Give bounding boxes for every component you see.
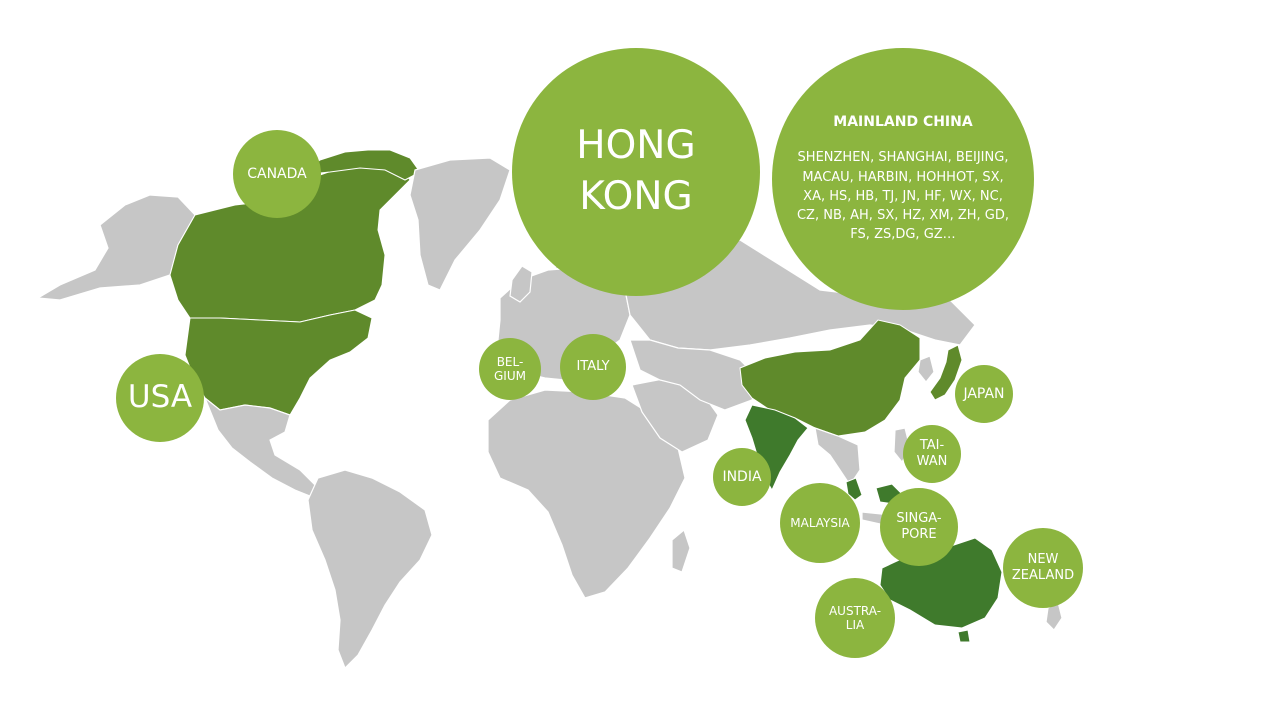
- japan-bubble: JAPAN: [955, 365, 1013, 423]
- alaska-shape: [36, 194, 196, 301]
- india-label: INDIA: [722, 468, 762, 485]
- japan-shape: [929, 344, 963, 401]
- taiwan-bubble: TAI- WAN: [903, 425, 961, 483]
- singapore-label-line-1: SINGA-: [896, 511, 942, 527]
- india-bubble: INDIA: [713, 448, 771, 506]
- belgium-label-line-1: BEL-: [496, 354, 524, 369]
- uk-shape: [509, 265, 533, 303]
- india-shape: [744, 404, 809, 492]
- greenland-shape: [409, 157, 511, 291]
- malaysia-bubble: MALAYSIA: [780, 483, 860, 563]
- singapore-bubble: SINGA- PORE: [880, 488, 958, 566]
- central-asia-shape: [629, 339, 761, 411]
- southeast-asia-shape: [814, 427, 861, 487]
- usa-bubble: USA: [116, 354, 204, 442]
- usa-label: USA: [127, 379, 193, 416]
- malaysia-shape: [845, 477, 863, 501]
- italy-bubble: ITALY: [560, 334, 626, 400]
- korea-shape: [917, 355, 935, 383]
- taiwan-label-line-2: WAN: [916, 454, 948, 469]
- hong-kong-label-line-2: KONG: [579, 174, 693, 219]
- malaysia-label: MALAYSIA: [790, 515, 850, 530]
- belgium-label-line-2: GIUM: [494, 369, 526, 383]
- tasmania-shape: [957, 629, 971, 643]
- madagascar-shape: [671, 528, 691, 573]
- canada-label: CANADA: [247, 165, 307, 182]
- arctic-islands-shape: [298, 149, 421, 181]
- usa-shape: [184, 309, 373, 416]
- canada-bubble: CANADA: [233, 130, 321, 218]
- mainland-china-cities: SHENZHEN, SHANGHAI, BEIJING, MACAU, HARB…: [796, 150, 1009, 243]
- belgium-bubble: BEL- GIUM: [479, 338, 541, 400]
- new-zealand-label-line-1: NEW: [1027, 552, 1059, 568]
- japan-label: JAPAN: [963, 385, 1005, 402]
- new-zealand-bubble: NEW ZEALAND: [1003, 528, 1083, 608]
- australia-label-line-1: AUSTRA-: [828, 603, 882, 618]
- taiwan-label-line-1: TAI-: [919, 438, 945, 454]
- australia-bubble: AUSTRA- LIA: [815, 578, 895, 658]
- singapore-label-line-2: PORE: [901, 527, 937, 542]
- mexico-shape: [203, 396, 319, 499]
- mainland-china-title: MAINLAND CHINA: [833, 113, 973, 130]
- hong-kong-label-line-1: HONG: [576, 123, 696, 169]
- mainland-china-bubble: MAINLAND CHINA SHENZHEN, SHANGHAI, BEIJI…: [772, 48, 1034, 310]
- new-zealand-label-line-2: ZEALAND: [1011, 568, 1075, 583]
- australia-label-line-2: LIA: [845, 618, 865, 632]
- south-america-shape: [307, 469, 433, 670]
- italy-label: ITALY: [576, 359, 610, 375]
- hong-kong-bubble: HONG KONG: [512, 48, 760, 296]
